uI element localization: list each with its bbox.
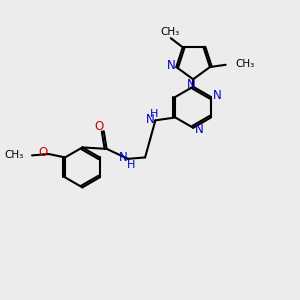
Text: N: N [167, 59, 176, 72]
Text: N: N [213, 89, 222, 102]
Text: CH₃: CH₃ [4, 150, 23, 160]
Text: H: H [127, 160, 135, 170]
Text: O: O [94, 120, 103, 134]
Text: N: N [194, 123, 203, 136]
Text: N: N [119, 151, 128, 164]
Text: O: O [39, 146, 48, 159]
Text: N: N [146, 113, 154, 126]
Text: CH₃: CH₃ [236, 59, 255, 69]
Text: N: N [187, 78, 196, 91]
Text: H: H [150, 109, 158, 119]
Text: CH₃: CH₃ [160, 27, 179, 37]
